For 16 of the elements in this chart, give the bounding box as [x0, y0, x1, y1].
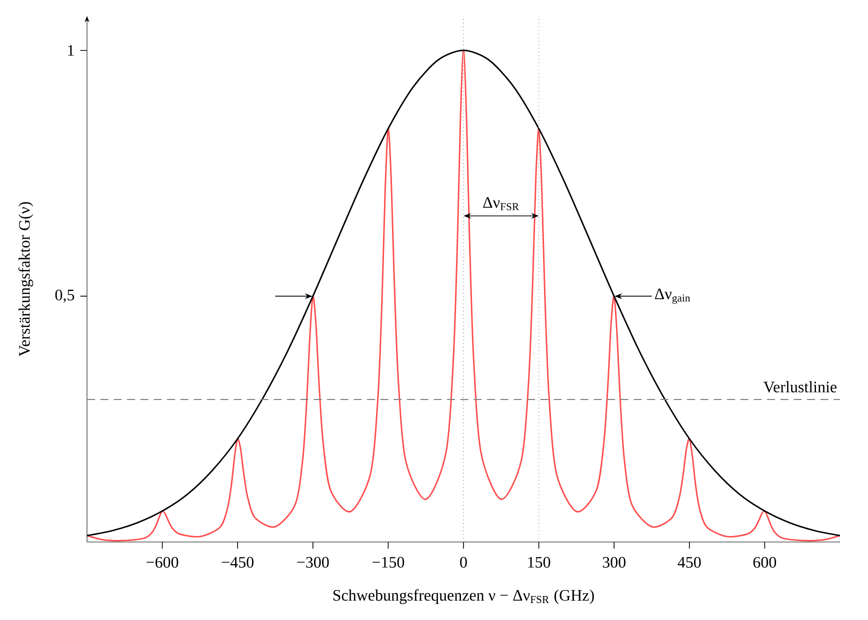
ref-line-label: Verlustlinie	[763, 381, 837, 392]
x-axis-title: Schwebungsfrequenzen ν − Δν$_{FSR}$ (GHz)	[333, 589, 594, 604]
y-tick-label: 1	[68, 45, 74, 56]
x-tick-label: 0	[460, 556, 467, 568]
annotation: Δν$_{gain}$	[654, 288, 690, 304]
x-tick-label: 600	[753, 556, 776, 568]
x-tick-label: −300	[297, 556, 329, 568]
y-tick-label: 0,5	[55, 290, 74, 303]
x-tick-label: −600	[146, 556, 178, 568]
x-tick-label: −450	[222, 556, 254, 568]
annotation: Δν$_{FSR}$	[483, 197, 520, 210]
y-axis-title: Verstärkungsfaktor G(ν)	[18, 202, 34, 356]
x-tick-label: 300	[602, 556, 626, 568]
x-tick-label: 150	[528, 556, 550, 568]
x-tick-label: −150	[372, 556, 404, 568]
x-tick-label: 450	[678, 556, 701, 568]
